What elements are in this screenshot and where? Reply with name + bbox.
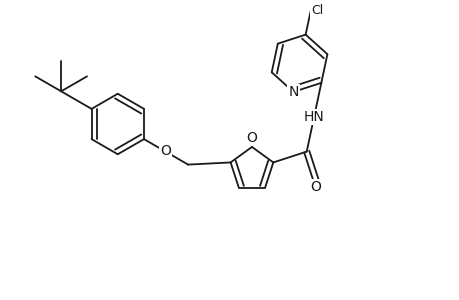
Text: O: O [246,131,257,145]
Text: HN: HN [303,110,324,124]
Text: Cl: Cl [310,4,322,17]
Text: O: O [310,180,321,194]
Text: O: O [159,144,170,158]
Text: N: N [288,85,298,99]
